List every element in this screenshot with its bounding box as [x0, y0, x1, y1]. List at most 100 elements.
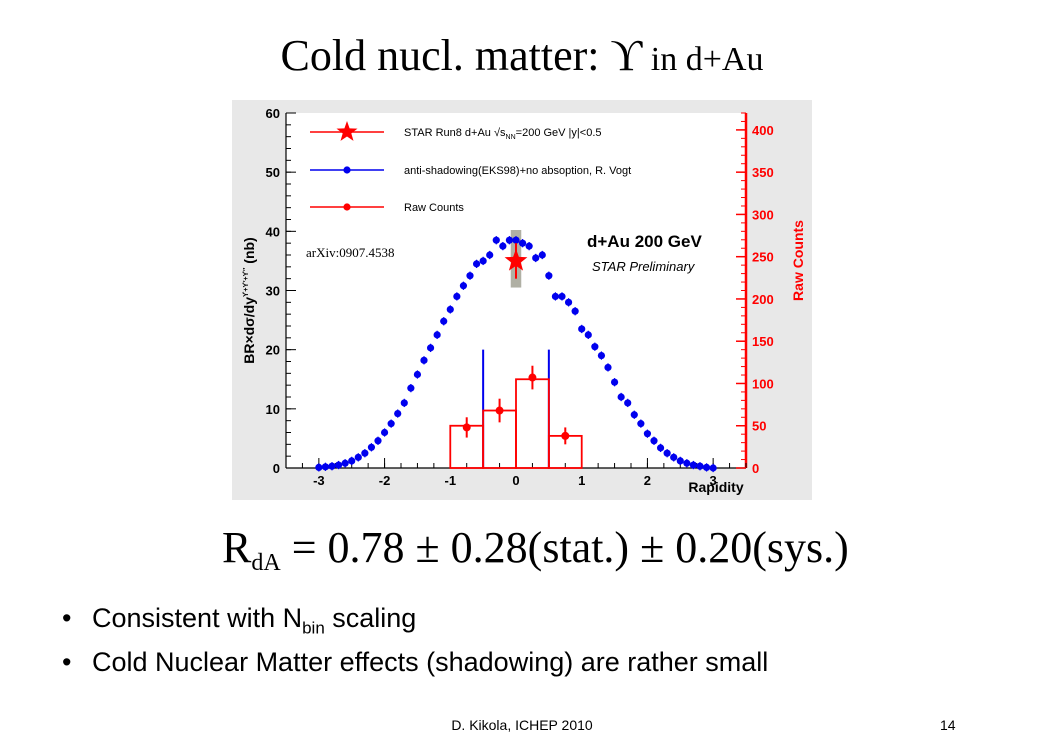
vogt-point	[689, 461, 698, 469]
vogt-point	[334, 461, 343, 469]
vogt-point	[551, 292, 560, 301]
formula-lhs: R	[222, 523, 252, 572]
vogt-point	[413, 370, 422, 379]
bullet-item: Consistent with Nbin scaling	[62, 598, 768, 642]
legend-raw-marker	[343, 203, 351, 211]
vogt-point	[453, 292, 461, 301]
y2-tick-label: 400	[752, 123, 774, 138]
y2-tick-label: 200	[752, 292, 774, 307]
bullet-text: Cold Nuclear Matter effects (shadowing) …	[92, 647, 769, 677]
vogt-point	[597, 351, 606, 360]
vogt-point	[380, 428, 389, 437]
vogt-point	[591, 343, 599, 351]
vogt-point	[624, 399, 632, 407]
vogt-point	[617, 393, 625, 401]
vogt-point	[492, 236, 500, 244]
vogt-point	[643, 430, 652, 438]
vogt-point	[670, 453, 678, 461]
arxiv-annotation: arXiv:0907.4538	[306, 245, 394, 260]
vogt-point	[702, 463, 711, 472]
vogt-point	[637, 420, 645, 428]
legend-label-sub: NN	[506, 134, 516, 141]
y2-tick-label: 300	[752, 207, 774, 222]
slide-title: Cold nucl. matter: ϒ in d+Au	[0, 30, 1044, 81]
vogt-point	[512, 236, 520, 244]
y-tick-label: 40	[266, 224, 280, 239]
vogt-point	[525, 242, 533, 250]
legend-label: anti-shadowing(EKS98)+no absoption, R. V…	[404, 165, 631, 177]
vogt-point	[367, 443, 376, 451]
vogt-point	[610, 378, 619, 386]
chart-marks	[315, 228, 717, 473]
y-tick-label: 30	[266, 284, 280, 299]
raw-count-point	[528, 373, 537, 382]
vogt-point	[459, 282, 468, 290]
vogt-point	[564, 298, 573, 306]
vogt-point	[400, 399, 408, 407]
vogt-point	[584, 331, 592, 339]
legend-star-marker	[336, 121, 358, 141]
vogt-point	[558, 292, 566, 301]
x-axis-title: Rapidity	[688, 479, 743, 495]
vogt-point	[538, 251, 546, 259]
legend-label-main: STAR Run8 d+Au √s	[404, 127, 506, 139]
y-axis-title-main: BR×dσ/dy	[241, 297, 257, 364]
preliminary-annotation: STAR Preliminary	[592, 259, 696, 274]
vogt-point	[532, 254, 540, 262]
x-tick-label: 2	[644, 473, 651, 488]
y-tick-label: 60	[266, 106, 280, 121]
star-point	[504, 248, 528, 271]
y-tick-label: 0	[273, 461, 280, 476]
y2-tick-label: 150	[752, 334, 774, 349]
footer-author: D. Kikola, ICHEP 2010	[451, 717, 593, 733]
x-tick-label: 1	[578, 473, 585, 488]
formula-rhs: = 0.78 ± 0.28(stat.) ± 0.20(sys.)	[280, 523, 849, 572]
vogt-point	[709, 464, 717, 472]
bullet-subscript: bin	[302, 618, 325, 638]
vogt-point	[650, 437, 658, 445]
y2-tick-label: 100	[752, 376, 774, 391]
vogt-point	[354, 453, 362, 461]
x-tick-label: 3	[710, 473, 717, 488]
vogt-point	[656, 444, 665, 452]
chart-labels: Rapidity BR×dσ/dyϒ+ϒ′+ϒ″ (nb) Raw Counts ar…	[241, 220, 806, 495]
vogt-point	[420, 356, 428, 364]
y-tick-label: 10	[266, 402, 280, 417]
vogt-point	[505, 236, 514, 244]
x-tick-label: -1	[445, 473, 457, 488]
y-axis-title-sup: ϒ+ϒ′+ϒ″	[243, 267, 250, 297]
y2-tick-label: 250	[752, 250, 774, 265]
y-tick-label: 50	[266, 165, 280, 180]
raw-count-point	[495, 406, 504, 415]
vogt-point	[348, 457, 356, 465]
vogt-point	[394, 409, 402, 418]
vogt-point	[604, 363, 612, 372]
system-annotation: d+Au 200 GeV	[587, 232, 702, 251]
bullet-list: Consistent with Nbin scaling Cold Nuclea…	[62, 598, 768, 686]
chart-legend: STAR Run8 d+Au √sNN=200 GeV |y|<0.5 anti-…	[296, 118, 631, 230]
vogt-point	[472, 260, 481, 268]
vogt-point	[433, 331, 441, 339]
vogt-point	[663, 449, 671, 457]
x-tick-label: -2	[379, 473, 391, 488]
vogt-point	[341, 459, 349, 467]
y-axis-title: BR×dσ/dyϒ+ϒ′+ϒ″ (nb)	[241, 237, 257, 363]
vogt-point	[387, 420, 395, 428]
title-upsilon-symbol: ϒ	[610, 31, 643, 80]
title-main: Cold nucl. matter:	[280, 31, 611, 80]
vogt-point	[321, 463, 330, 471]
y2-tick-label: 50	[752, 419, 766, 434]
rapidity-chart: -3 -2 -1 0 1 2 3010203040506005010015020025030…	[232, 100, 812, 500]
y-tick-label: 20	[266, 343, 280, 358]
slide-number: 14	[940, 717, 956, 733]
vogt-point	[466, 272, 474, 280]
raw-count-point	[561, 431, 570, 440]
x-tick-label: -3	[313, 473, 325, 488]
legend-vogt-marker	[343, 166, 351, 174]
vogt-point	[446, 305, 454, 314]
vogt-point	[440, 317, 448, 325]
raw-count-point	[462, 423, 471, 432]
vogt-point	[630, 411, 638, 419]
title-sub: in d+Au	[642, 41, 764, 78]
vogt-point	[486, 251, 494, 259]
